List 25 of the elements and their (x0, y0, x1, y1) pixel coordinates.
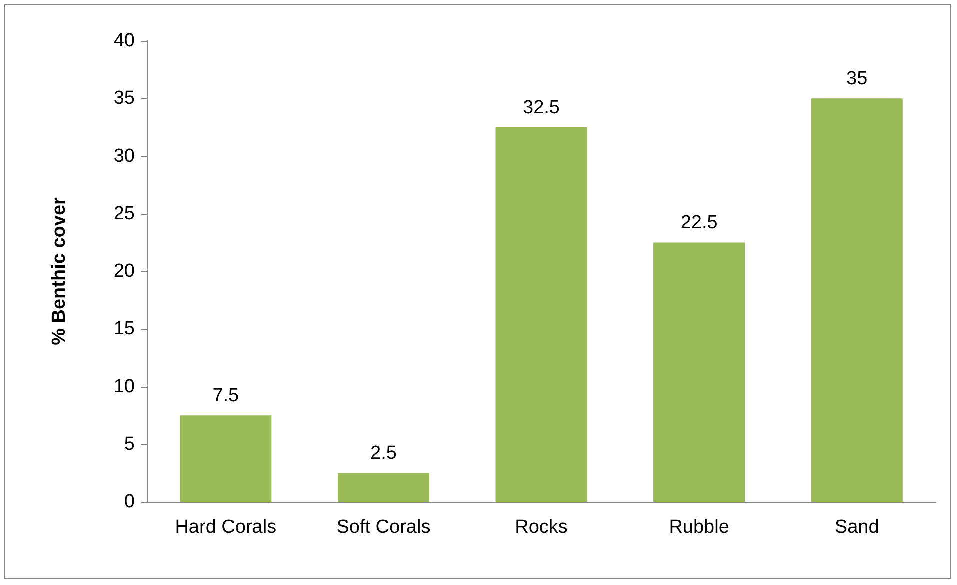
y-tick-label: 30 (114, 146, 135, 167)
x-tick-label: Rocks (515, 517, 568, 538)
bar (811, 98, 903, 502)
x-tick-label: Soft Corals (336, 517, 431, 538)
bar (496, 127, 588, 502)
data-label: 2.5 (370, 443, 397, 464)
bar (654, 242, 746, 502)
y-axis-title: % Benthic cover (49, 196, 70, 346)
x-tick-label: Rubble (669, 517, 730, 538)
y-tick-label: 20 (114, 261, 135, 282)
x-tick-label: Hard Corals (175, 517, 277, 538)
bar (338, 473, 430, 502)
x-tick-label: Sand (834, 517, 880, 538)
y-tick-label: 0 (124, 492, 135, 512)
data-label: 7.5 (212, 386, 240, 407)
data-label: 32.5 (523, 97, 560, 118)
bar (180, 416, 272, 502)
y-tick-label: 5 (124, 434, 135, 455)
y-tick-label: 40 (114, 30, 135, 52)
data-label: 35 (846, 68, 868, 90)
y-tick-label: 10 (114, 376, 135, 398)
data-label: 22.5 (680, 212, 718, 234)
y-tick-label: 15 (114, 318, 135, 340)
y-tick-label: 25 (114, 203, 135, 224)
y-tick-label: 35 (114, 88, 135, 110)
